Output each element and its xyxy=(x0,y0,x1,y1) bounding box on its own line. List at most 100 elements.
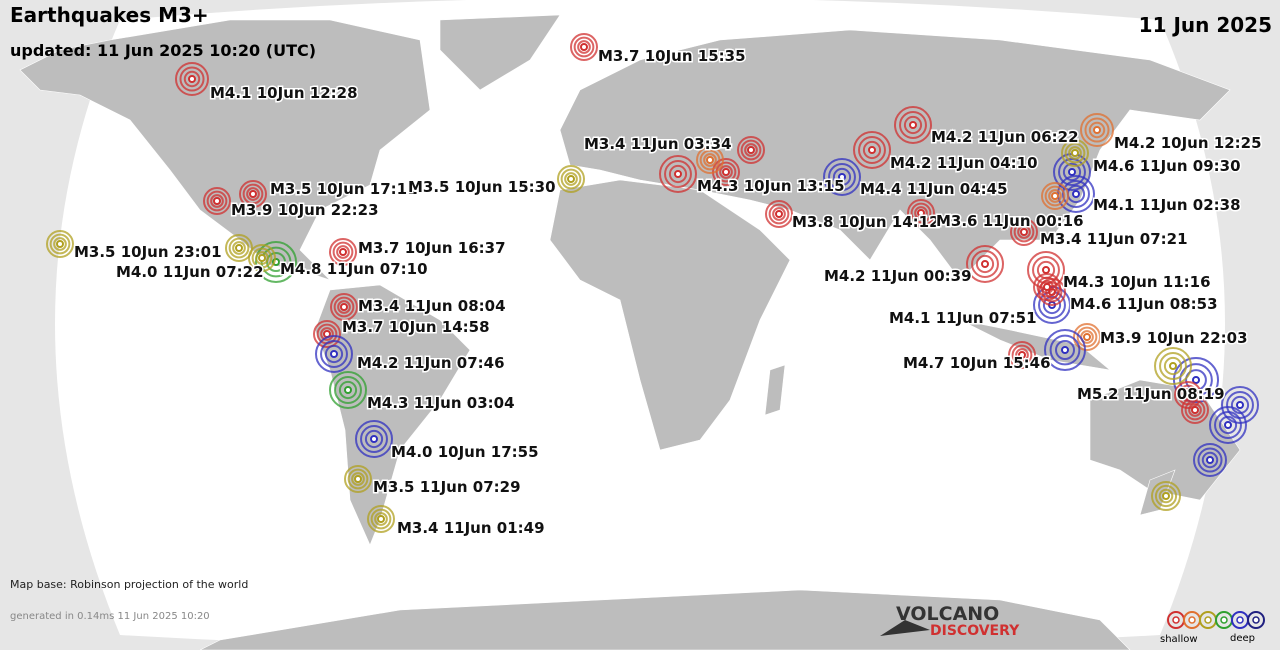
quake-label: M4.1 10Jun 12:28 xyxy=(210,84,358,102)
ring-core xyxy=(1068,168,1076,176)
ring xyxy=(1158,488,1174,504)
quake-label: M4.2 11Jun 00:39 xyxy=(824,267,972,285)
ring-core xyxy=(722,168,730,176)
ring xyxy=(248,244,276,272)
ring xyxy=(1218,415,1238,435)
ring-core xyxy=(1042,266,1050,274)
quake-label: M4.0 10Jun 17:55 xyxy=(391,443,539,461)
quake-marker xyxy=(1044,329,1086,371)
quake-marker xyxy=(1151,481,1181,511)
quake-label: M4.3 11Jun 03:04 xyxy=(367,394,515,412)
ring xyxy=(251,247,273,269)
logo-icon xyxy=(880,620,930,636)
ring xyxy=(1154,484,1178,508)
ring-core xyxy=(377,515,385,523)
ring-core xyxy=(1071,149,1079,157)
quake-marker xyxy=(239,180,267,208)
quake-marker xyxy=(1008,341,1036,369)
quake-marker xyxy=(966,245,1004,283)
ring xyxy=(320,327,334,341)
ring xyxy=(324,344,344,364)
ring xyxy=(1032,256,1060,284)
quake-marker xyxy=(315,335,353,373)
ring xyxy=(179,66,205,92)
ring xyxy=(320,340,348,368)
ring xyxy=(659,155,697,193)
ring xyxy=(344,465,372,493)
legend-ring xyxy=(1252,616,1260,624)
quake-marker xyxy=(1061,139,1089,167)
ring-core xyxy=(1061,346,1069,354)
ring xyxy=(772,207,786,221)
quake-marker xyxy=(1154,347,1192,385)
legend-ring xyxy=(1204,616,1212,624)
ring xyxy=(332,241,354,263)
ring xyxy=(334,376,362,404)
quake-marker xyxy=(46,230,74,258)
ring xyxy=(351,472,365,486)
quake-marker xyxy=(1174,381,1202,409)
ring xyxy=(337,300,351,314)
quake-marker xyxy=(355,420,393,458)
ring-core xyxy=(340,303,348,311)
quake-label: M3.5 10Jun 23:01 xyxy=(74,243,222,261)
ring-core xyxy=(1224,421,1232,429)
ring xyxy=(832,167,852,187)
quake-marker xyxy=(1010,218,1038,246)
ring xyxy=(367,505,395,533)
ring xyxy=(210,194,224,208)
quake-label: M3.9 10Jun 22:03 xyxy=(1100,329,1248,347)
ring xyxy=(862,140,882,160)
legend-ring xyxy=(1236,616,1244,624)
ring xyxy=(246,187,260,201)
quake-label: M5.2 11Jun 08:19 xyxy=(1077,385,1225,403)
ring xyxy=(1062,162,1082,182)
ring xyxy=(560,168,582,190)
ring xyxy=(966,245,1004,283)
logo-line2: DISCOVERY xyxy=(930,623,1020,639)
ring xyxy=(971,250,999,278)
ring xyxy=(903,115,923,135)
ring-core xyxy=(868,146,876,154)
quake-marker xyxy=(203,187,231,215)
quake-marker xyxy=(557,165,585,193)
quake-marker xyxy=(823,158,861,196)
ring-core xyxy=(1051,192,1059,200)
ring xyxy=(330,293,358,321)
ring xyxy=(46,230,74,258)
ring xyxy=(329,238,357,266)
quake-label: M3.7 10Jun 15:35 xyxy=(598,47,746,65)
quake-label: M4.6 11Jun 08:53 xyxy=(1070,295,1218,313)
ring-core xyxy=(747,146,755,154)
ring xyxy=(360,425,388,453)
ring xyxy=(1214,411,1242,439)
ring-core xyxy=(1206,456,1214,464)
ring-core xyxy=(1236,401,1244,409)
legend-ring xyxy=(1172,616,1180,624)
ring-core xyxy=(1043,283,1051,291)
ring xyxy=(374,512,388,526)
ring xyxy=(557,165,585,193)
quake-marker xyxy=(659,155,697,193)
ring xyxy=(183,70,201,88)
quake-label: M4.2 10Jun 12:25 xyxy=(1114,134,1262,152)
ring-core xyxy=(1192,376,1200,384)
ring xyxy=(1008,341,1036,369)
ring xyxy=(1044,185,1066,207)
ring xyxy=(1048,189,1062,203)
ring-core xyxy=(917,209,925,217)
ring-core xyxy=(249,190,257,198)
legend-shallow: shallow xyxy=(1160,634,1198,645)
quake-label: M4.3 10Jun 13:15 xyxy=(697,177,845,195)
ring xyxy=(1036,276,1058,298)
quake-marker xyxy=(367,505,395,533)
quake-label: M3.7 10Jun 14:58 xyxy=(342,318,490,336)
quake-label: M4.4 11Jun 04:45 xyxy=(860,180,1008,198)
quake-label: M3.5 10Jun 17:11 xyxy=(270,180,418,198)
ring-core xyxy=(567,175,575,183)
ring xyxy=(744,143,758,157)
quake-marker xyxy=(329,371,367,409)
ring xyxy=(828,163,856,191)
ring xyxy=(858,136,886,164)
generated: generated in 0.14ms 11 Jun 2025 10:20 xyxy=(10,611,210,622)
